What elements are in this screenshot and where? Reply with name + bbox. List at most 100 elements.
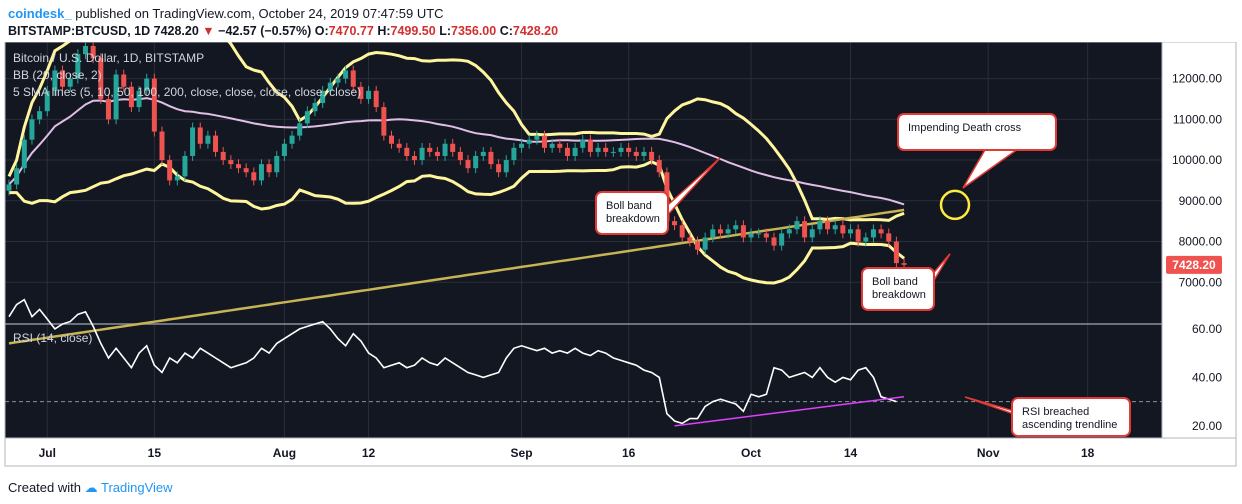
candle-body <box>695 241 700 250</box>
candle-body <box>710 229 716 238</box>
open-label: O: <box>314 24 329 38</box>
candle-body <box>511 147 517 161</box>
symbol-bar: BITSTAMP:BTCUSD, 1D 7428.20 ▼ −42.57 (−0… <box>8 24 558 38</box>
candle-body <box>327 82 333 91</box>
rsi-tick-label: 20.00 <box>1192 419 1222 433</box>
rsi-tick-label: 40.00 <box>1192 370 1222 384</box>
candle-body <box>21 139 27 169</box>
candle-body <box>350 70 356 87</box>
candle-body <box>366 90 372 99</box>
time-tick-label: Oct <box>741 446 761 460</box>
last-price-label: 7428.20 <box>1172 258 1216 272</box>
high-value: 7499.50 <box>390 24 436 38</box>
price-axis <box>1162 42 1236 438</box>
death-cross-circle <box>939 189 971 221</box>
candle-body <box>725 229 731 234</box>
price-legend-line: Bitcoin / U.S. Dollar, 1D, BITSTAMP <box>13 51 204 65</box>
candle-body <box>281 143 287 156</box>
candle-body <box>771 237 777 246</box>
down-arrow-icon: ▼ <box>202 24 215 38</box>
low-label: L: <box>439 24 452 38</box>
published-header: coindesk_ published on TradingView.com, … <box>8 6 444 21</box>
candle-body <box>312 103 318 112</box>
candle-body <box>37 111 43 120</box>
time-axis <box>5 438 1236 466</box>
death-cross-annotation-text: Impending Death cross <box>908 122 1022 134</box>
price-legend-line: 5 SMA lines (5, 10, 50, 100, 200, close,… <box>13 85 361 99</box>
last-price-badge <box>1166 255 1222 274</box>
candle-body <box>320 90 326 104</box>
footer: Created with ☁ TradingView <box>8 480 173 496</box>
boll-breakdown-annotation-2-text: Boll band <box>872 276 918 288</box>
candle-body <box>243 168 249 173</box>
candle-body <box>450 143 456 152</box>
candle-body <box>595 147 601 152</box>
time-tick-label: 12 <box>362 446 376 460</box>
candle-body <box>825 221 831 230</box>
candle-body <box>794 221 800 230</box>
candle-body <box>174 176 180 181</box>
candle-body <box>756 233 762 235</box>
candle-body <box>105 98 111 120</box>
candle-body <box>832 225 838 230</box>
published-text: published on TradingView.com, October 24… <box>75 6 444 21</box>
rsi-annotation-text: RSI breached <box>1022 406 1089 418</box>
boll-breakdown-annotation-1-text: Boll band <box>606 200 652 212</box>
candle-body <box>159 131 165 161</box>
rsi-annotation-text: ascending trendline <box>1022 419 1117 431</box>
time-tick-label: Jul <box>39 446 56 460</box>
price-change: −42.57 (−0.57%) <box>218 24 312 38</box>
candle-body <box>649 151 655 161</box>
candle-body <box>564 147 570 156</box>
candle-body <box>519 143 525 148</box>
candle-body <box>526 139 532 144</box>
candle-body <box>610 151 616 153</box>
candle-body <box>297 123 303 136</box>
candle-body <box>886 233 892 242</box>
candle-body <box>205 135 211 144</box>
candle-body <box>220 151 226 161</box>
candle-body <box>411 155 417 161</box>
candle-body <box>488 151 494 165</box>
candle-body <box>113 74 119 120</box>
candle-body <box>473 155 479 169</box>
sma-50-line <box>8 97 905 206</box>
time-tick-label: Aug <box>273 446 296 460</box>
candle-body <box>878 229 884 234</box>
candle-body <box>603 147 609 152</box>
low-value: 7356.00 <box>451 24 497 38</box>
candle-body <box>6 184 12 191</box>
rsi-legend: RSI (14, close) <box>13 331 92 345</box>
candle-body <box>870 229 876 238</box>
candle-body <box>343 70 349 79</box>
candle-body <box>496 164 502 173</box>
tradingview-link[interactable]: TradingView <box>101 480 173 495</box>
boll-breakdown-annotation-1-box <box>595 191 669 235</box>
candle-body <box>83 46 88 55</box>
candle-body <box>427 147 433 152</box>
candle-body <box>258 164 264 181</box>
candle-body <box>144 78 150 91</box>
candle-body <box>779 233 785 246</box>
time-tick-label: 15 <box>148 446 162 460</box>
candle-body <box>633 151 639 156</box>
time-tick-label: 14 <box>844 446 858 460</box>
candle-body <box>381 107 387 136</box>
candle-body <box>389 135 394 144</box>
candle-body <box>52 70 58 91</box>
candle-body <box>67 78 73 87</box>
price-chart[interactable]: 7000.00 8000.00 9000.00 10000.00 11000.00 120… <box>0 42 1242 472</box>
author-link[interactable]: coindesk_ <box>8 6 72 21</box>
death-cross-annotation-pointer <box>962 149 1017 189</box>
candle-body <box>373 90 379 108</box>
candle-body <box>802 221 808 238</box>
price-tick-label: 10000.00 <box>1172 153 1222 167</box>
candle-body <box>480 151 486 156</box>
candle-body <box>404 147 410 156</box>
candle-body <box>893 241 899 264</box>
candle-body <box>128 86 134 108</box>
candle-body <box>840 225 846 234</box>
rsi-trendline <box>674 396 905 427</box>
sma-200-line <box>8 208 905 345</box>
price-legend-line: BB (20, close, 2) <box>13 68 102 82</box>
